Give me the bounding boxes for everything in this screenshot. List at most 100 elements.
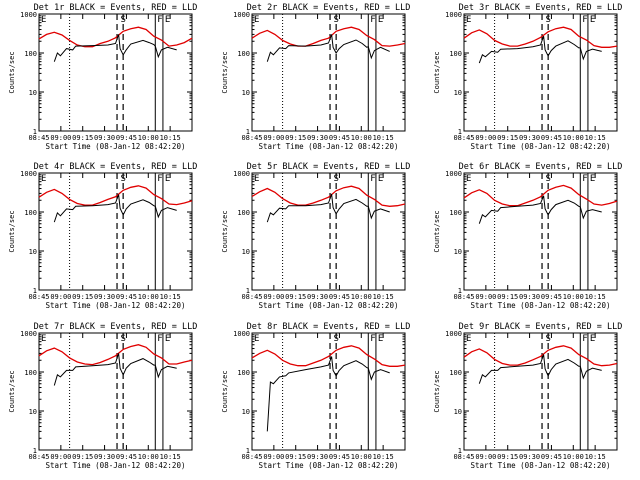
marker-label: F [370, 174, 375, 184]
x-tick-label: 10:00 [563, 453, 584, 461]
x-tick-label: 09:30 [94, 453, 115, 461]
x-tick-label: 10:00 [138, 293, 159, 301]
marker-label: E [41, 334, 46, 344]
plot-frame [38, 172, 193, 291]
marker-label: S [546, 15, 551, 25]
y-tick-label: 100 [237, 209, 250, 217]
marker-label: S [121, 334, 126, 344]
y-tick-label: 100 [237, 50, 250, 58]
x-tick-label: 10:15 [585, 453, 606, 461]
x-axis-label: Start Time (08-Jan-12 08:42:20) [259, 301, 399, 310]
x-axis-label: Start Time (08-Jan-12 08:42:20) [471, 301, 611, 310]
lld-series-line [463, 345, 618, 367]
y-tick-label: 1000 [445, 170, 462, 178]
marker-label: F [157, 334, 162, 344]
x-axis-label: Start Time (08-Jan-12 08:42:20) [259, 142, 399, 151]
marker-label: E [590, 174, 595, 184]
x-tick-label: 09:30 [307, 134, 328, 142]
marker-label: S [546, 174, 551, 184]
x-tick-label: 10:15 [585, 293, 606, 301]
x-tick-label: 09:15 [72, 453, 93, 461]
x-tick-label: 10:15 [585, 134, 606, 142]
chart-title: Det 2r BLACK = Events, RED = LLD [247, 3, 411, 13]
marker-label: E [466, 334, 471, 344]
events-series-line [478, 195, 602, 224]
plot-frame [463, 172, 618, 291]
y-tick-label: 10 [29, 248, 37, 256]
marker-label: E [165, 174, 170, 184]
x-tick-label: 10:15 [160, 453, 181, 461]
marker-label: F [157, 174, 162, 184]
x-tick-label: 10:00 [138, 453, 159, 461]
x-tick-label: 08:45 [241, 134, 262, 142]
marker-label: E [590, 334, 595, 344]
y-tick-label: 100 [449, 209, 462, 217]
y-tick-label: 1 [246, 128, 250, 136]
x-tick-label: 10:00 [351, 134, 372, 142]
events-series-line [53, 34, 177, 62]
y-tick-label: 100 [449, 369, 462, 377]
events-series-line [53, 353, 177, 386]
lld-series-line [463, 184, 618, 207]
marker-label: E [254, 334, 259, 344]
x-tick-label: 09:30 [94, 293, 115, 301]
x-tick-label: 09:15 [497, 134, 518, 142]
x-tick-label: 09:15 [497, 453, 518, 461]
y-tick-label: 100 [237, 369, 250, 377]
x-tick-label: 08:45 [453, 293, 474, 301]
marker-label: E [466, 174, 471, 184]
marker-label: E [41, 15, 46, 25]
y-tick-label: 1 [33, 287, 37, 295]
x-tick-label: 08:45 [28, 293, 49, 301]
marker-label: E [254, 15, 259, 25]
marker-label: E [254, 174, 259, 184]
marker-label: E [378, 334, 383, 344]
chart-panel-7: Det 7r BLACK = Events, RED = LLD 1 10 100 10… [8, 322, 197, 470]
x-tick-label: 09:15 [72, 134, 93, 142]
x-axis-label: Start Time (08-Jan-12 08:42:20) [46, 301, 186, 310]
x-tick-label: 09:00 [475, 134, 496, 142]
marker-label: E [590, 15, 595, 25]
y-axis-label: Counts/sec [8, 210, 16, 252]
y-axis-label: Counts/sec [221, 370, 229, 412]
x-tick-label: 09:15 [497, 293, 518, 301]
chart-panel-3: Det 3r BLACK = Events, RED = LLD 1 10 100 10… [433, 3, 622, 151]
x-tick-label: 09:30 [519, 134, 540, 142]
x-tick-label: 09:00 [50, 293, 71, 301]
y-tick-label: 1000 [20, 11, 37, 19]
marker-label: F [370, 334, 375, 344]
x-tick-label: 09:30 [307, 453, 328, 461]
x-tick-label: 09:00 [263, 134, 284, 142]
x-tick-label: 09:15 [285, 134, 306, 142]
x-tick-label: 09:45 [541, 134, 562, 142]
lld-series-line [463, 26, 618, 48]
marker-label: E [165, 15, 170, 25]
x-tick-label: 08:45 [28, 134, 49, 142]
x-tick-label: 09:00 [475, 453, 496, 461]
marker-label: S [334, 15, 339, 25]
y-axis-label: Counts/sec [8, 51, 16, 93]
events-series-line [266, 193, 390, 223]
y-tick-label: 10 [242, 89, 250, 97]
chart-title: Det 8r BLACK = Events, RED = LLD [247, 322, 411, 332]
chart-panel-8: Det 8r BLACK = Events, RED = LLD 1 10 100 10… [221, 322, 410, 470]
x-axis-label: Start Time (08-Jan-12 08:42:20) [46, 461, 186, 470]
y-tick-label: 1 [33, 447, 37, 455]
y-axis-label: Counts/sec [221, 210, 229, 252]
x-tick-label: 09:15 [285, 453, 306, 461]
y-tick-label: 1000 [233, 330, 250, 338]
x-tick-label: 09:45 [329, 134, 350, 142]
marker-label: F [157, 15, 162, 25]
events-series-line [53, 194, 177, 223]
x-tick-label: 10:15 [373, 134, 394, 142]
lld-series-line [38, 26, 193, 48]
lld-series-line [38, 344, 193, 366]
x-tick-label: 10:00 [351, 453, 372, 461]
events-series-line [478, 36, 602, 64]
y-tick-label: 10 [242, 248, 250, 256]
marker-label: E [41, 174, 46, 184]
y-tick-label: 1 [246, 447, 250, 455]
x-tick-label: 09:00 [50, 453, 71, 461]
y-axis-label: Counts/sec [433, 210, 441, 252]
chart-panel-2: Det 2r BLACK = Events, RED = LLD 1 10 100 10… [221, 3, 410, 151]
